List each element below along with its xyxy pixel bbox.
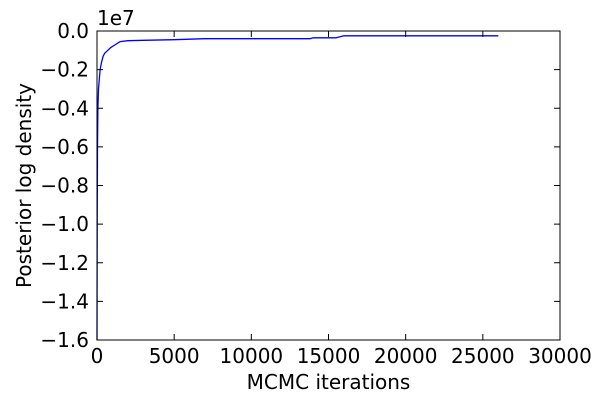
y-tick-label: −0.4 [40, 96, 89, 120]
x-tick-label: 10000 [220, 344, 284, 368]
y-tick-label: −0.2 [40, 58, 89, 82]
y-tick-label: −1.0 [40, 212, 89, 236]
plot-area [96, 35, 499, 341]
y-tick-label: −1.4 [40, 289, 89, 313]
y-tick-label: −1.6 [40, 328, 89, 352]
tick-labels: 0 5000 10000 15000 20000 25000 30000 0.0 −0.2 −0.… [40, 19, 591, 368]
y-offset-exponent: 7 [122, 6, 135, 30]
axes-frame [96, 30, 561, 341]
x-tick-label: 0 [91, 344, 104, 368]
y-axis-label: Posterior log density [12, 83, 36, 288]
x-tick-label: 20000 [374, 344, 438, 368]
y-offset-base: 1e [97, 6, 122, 30]
x-tick-label: 15000 [297, 344, 361, 368]
y-offset-label: 1e7 [97, 6, 135, 30]
y-tick-label: −0.6 [40, 135, 89, 159]
x-axis-label: MCMC iterations [247, 370, 411, 394]
series-line [96, 35, 499, 341]
y-tick-label: −0.8 [40, 174, 89, 198]
y-tick-label: −1.2 [40, 251, 89, 275]
y-tick-label: 0.0 [57, 19, 89, 43]
x-tick-label: 30000 [528, 344, 592, 368]
x-tick-label: 25000 [451, 344, 515, 368]
x-tick-label: 5000 [149, 344, 200, 368]
